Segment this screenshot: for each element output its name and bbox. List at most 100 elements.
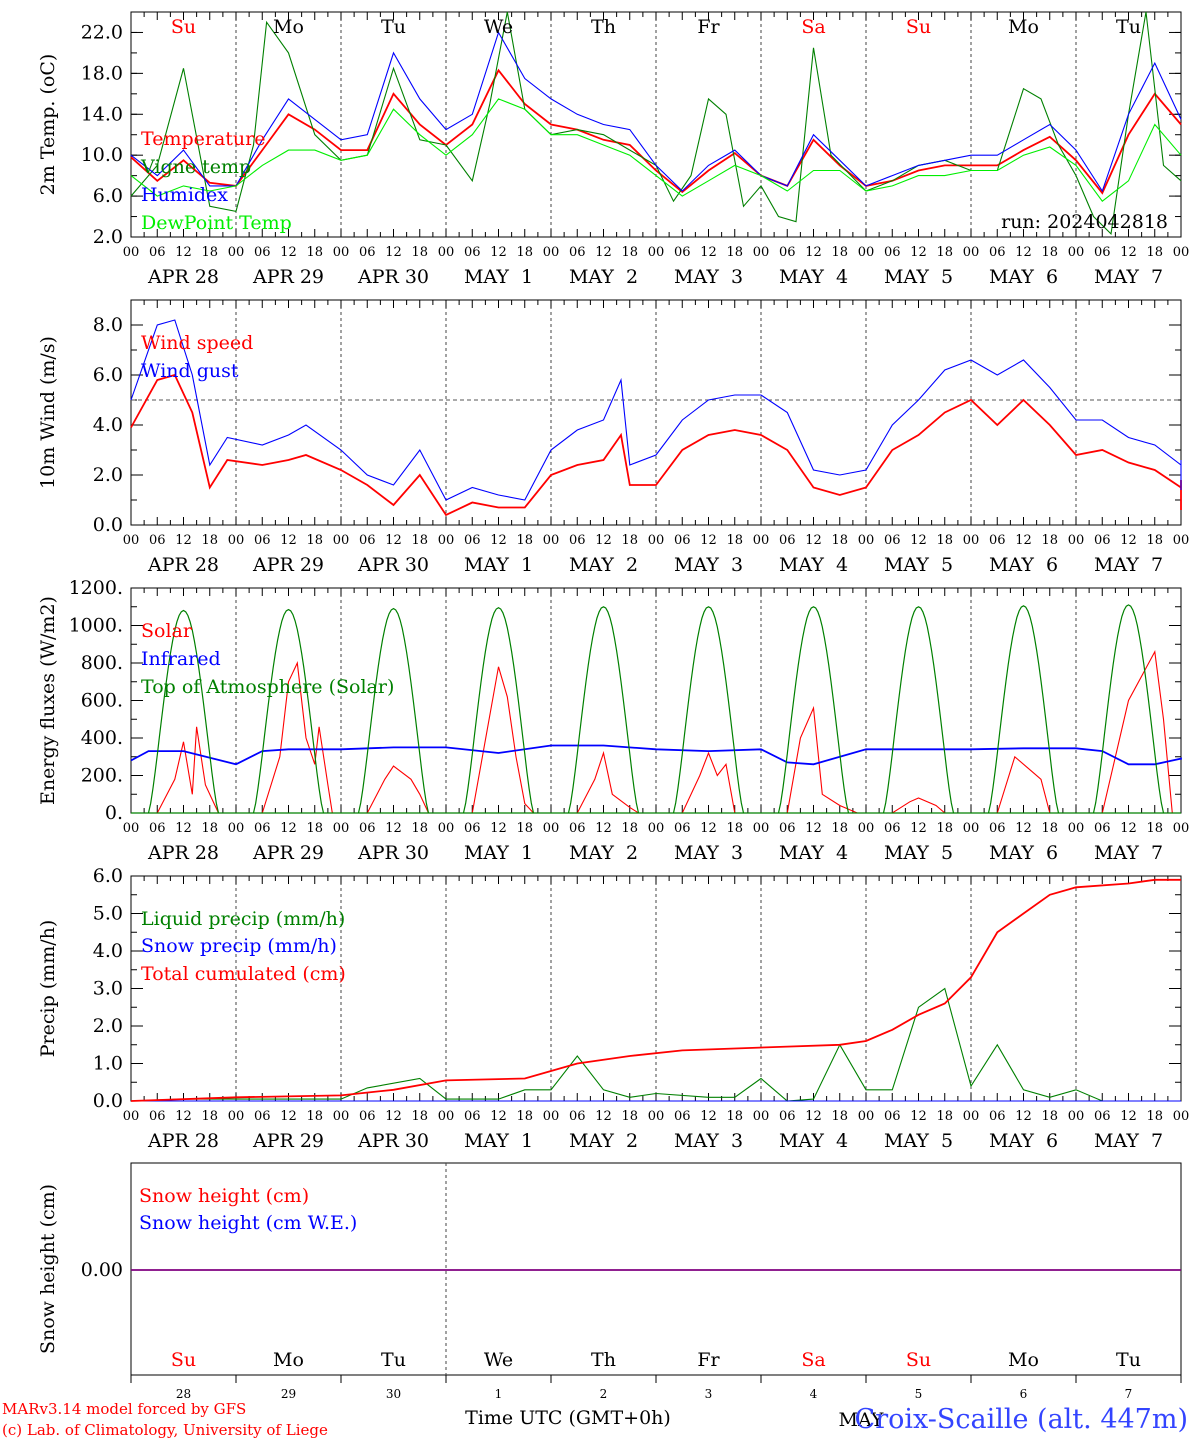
hour-tick-label: 06: [674, 533, 691, 548]
series-line-wind-speed: [130, 373, 1182, 517]
plot-frame-energy: [130, 587, 1182, 814]
y-tick-label: 800.: [81, 652, 123, 674]
series-line-toa-day: [882, 606, 955, 814]
date-label: APR 30: [357, 266, 429, 288]
hour-tick-label: 00: [753, 821, 770, 836]
hour-tick-label: 06: [1094, 1109, 1111, 1124]
hour-tick-label: 18: [621, 1109, 638, 1124]
hour-tick-label: 06: [149, 245, 166, 260]
date-label: MAY 2: [569, 1130, 638, 1152]
series-line-toa-day: [147, 609, 220, 814]
hour-tick-label: 18: [411, 533, 428, 548]
hour-tick-label: 00: [228, 821, 245, 836]
hour-tick-label: 06: [989, 1109, 1006, 1124]
day-name-top: Sa: [801, 16, 825, 38]
hour-tick-label: 00: [123, 1109, 140, 1124]
hour-tick-label: 00: [438, 821, 455, 836]
hour-tick-label: 00: [123, 245, 140, 260]
hour-tick-label: 12: [175, 1109, 192, 1124]
hour-tick-label: 00: [228, 533, 245, 548]
bottom-day-number: 2: [600, 1387, 608, 1401]
bottom-day-number: 29: [281, 1387, 296, 1401]
legend-entry: Humidex: [141, 184, 228, 206]
day-name-bottom: Th: [591, 1349, 616, 1371]
hour-tick-label: 18: [306, 821, 323, 836]
hour-tick-label: 12: [1120, 821, 1137, 836]
hour-tick-label: 06: [779, 245, 796, 260]
y-tick-label: 0.0: [93, 1090, 123, 1112]
hour-tick-label: 18: [621, 533, 638, 548]
hour-tick-label: 06: [884, 1109, 901, 1124]
hour-tick-label: 18: [1146, 1109, 1163, 1124]
date-label: APR 28: [147, 554, 219, 576]
hour-tick-label: 12: [175, 245, 192, 260]
legend-entry: Infrared: [141, 648, 221, 670]
y-tick-label: 5.0: [93, 903, 123, 925]
hour-tick-label: 06: [254, 821, 271, 836]
hour-tick-label: 00: [1068, 821, 1085, 836]
hour-tick-label: 00: [228, 1109, 245, 1124]
legend-entry: Snow height (cm W.E.): [139, 1212, 357, 1234]
date-label: MAY 1: [464, 1130, 533, 1152]
y-tick-label: 1000.: [69, 615, 123, 637]
hour-tick-label: 00: [1068, 1109, 1085, 1124]
day-name-bottom: Mo: [1008, 1349, 1039, 1371]
hour-tick-label: 12: [385, 1109, 402, 1124]
bottom-day-number: 3: [705, 1387, 713, 1401]
series-line-infrared: [130, 744, 1182, 766]
hour-tick-label: 18: [936, 533, 953, 548]
hour-tick-label: 06: [989, 533, 1006, 548]
hour-tick-label: 00: [438, 1109, 455, 1124]
hour-tick-label: 12: [805, 533, 822, 548]
hour-tick-label: 18: [831, 1109, 848, 1124]
text-layer: 00 06 12 18 00 06 12 18 00 06 12 18 00 06 12 18 00 06 12 18…: [2, 16, 1189, 1439]
legend-entry: Total cumulated (cm): [141, 963, 346, 985]
station-title: Croix-Scaille (alt. 447m): [855, 1404, 1188, 1435]
hour-tick-label: 18: [516, 245, 533, 260]
hour-tick-label: 18: [726, 1109, 743, 1124]
hour-tick-label: 00: [543, 1109, 560, 1124]
hour-tick-label: 12: [175, 821, 192, 836]
hour-tick-label: 12: [595, 245, 612, 260]
hour-tick-label: 18: [411, 821, 428, 836]
date-label: MAY 7: [1094, 266, 1163, 288]
hour-tick-label: 12: [910, 821, 927, 836]
hour-tick-label: 06: [884, 245, 901, 260]
date-label: MAY 2: [569, 554, 638, 576]
hour-tick-label: 18: [1041, 245, 1058, 260]
date-label: APR 30: [357, 554, 429, 576]
bottom-day-number: 1: [495, 1387, 503, 1401]
hour-tick-label: 18: [1146, 533, 1163, 548]
y-tick-label: 4.0: [93, 414, 123, 436]
hour-tick-label: 06: [149, 533, 166, 548]
date-label: MAY 6: [989, 266, 1058, 288]
series-line-wind-gust: [130, 319, 1182, 501]
hour-tick-label: 00: [333, 1109, 350, 1124]
date-label: APR 30: [357, 842, 429, 864]
hour-tick-label: 00: [543, 533, 560, 548]
series-line-toa-day: [462, 607, 535, 814]
day-name-bottom: We: [484, 1349, 513, 1371]
hour-tick-label: 00: [753, 245, 770, 260]
hour-tick-label: 12: [490, 533, 507, 548]
y-tick-label: 0.: [105, 802, 123, 824]
date-label: APR 29: [252, 554, 324, 576]
hour-tick-label: 06: [779, 1109, 796, 1124]
y-tick-label: 14.0: [81, 103, 123, 125]
hour-tick-label: 00: [963, 1109, 980, 1124]
hour-tick-label: 00: [858, 533, 875, 548]
day-name-bottom: Fr: [697, 1349, 720, 1371]
legend-entry: Snow height (cm): [139, 1185, 309, 1207]
hour-tick-label: 18: [306, 1109, 323, 1124]
hour-tick-label: 12: [910, 1109, 927, 1124]
hour-tick-label: 00: [963, 245, 980, 260]
series-line-toa-day: [1092, 604, 1165, 814]
y-axis-label: Precip (mm/h): [37, 920, 59, 1058]
y-axis-label: Energy fluxes (W/m2): [37, 596, 59, 805]
hour-tick-label: 06: [569, 245, 586, 260]
series-line-temperature: [130, 68, 1182, 195]
hour-tick-label: 12: [1015, 245, 1032, 260]
hour-tick-label: 12: [700, 245, 717, 260]
hour-tick-label: 12: [595, 533, 612, 548]
hour-tick-label: 00: [858, 1109, 875, 1124]
